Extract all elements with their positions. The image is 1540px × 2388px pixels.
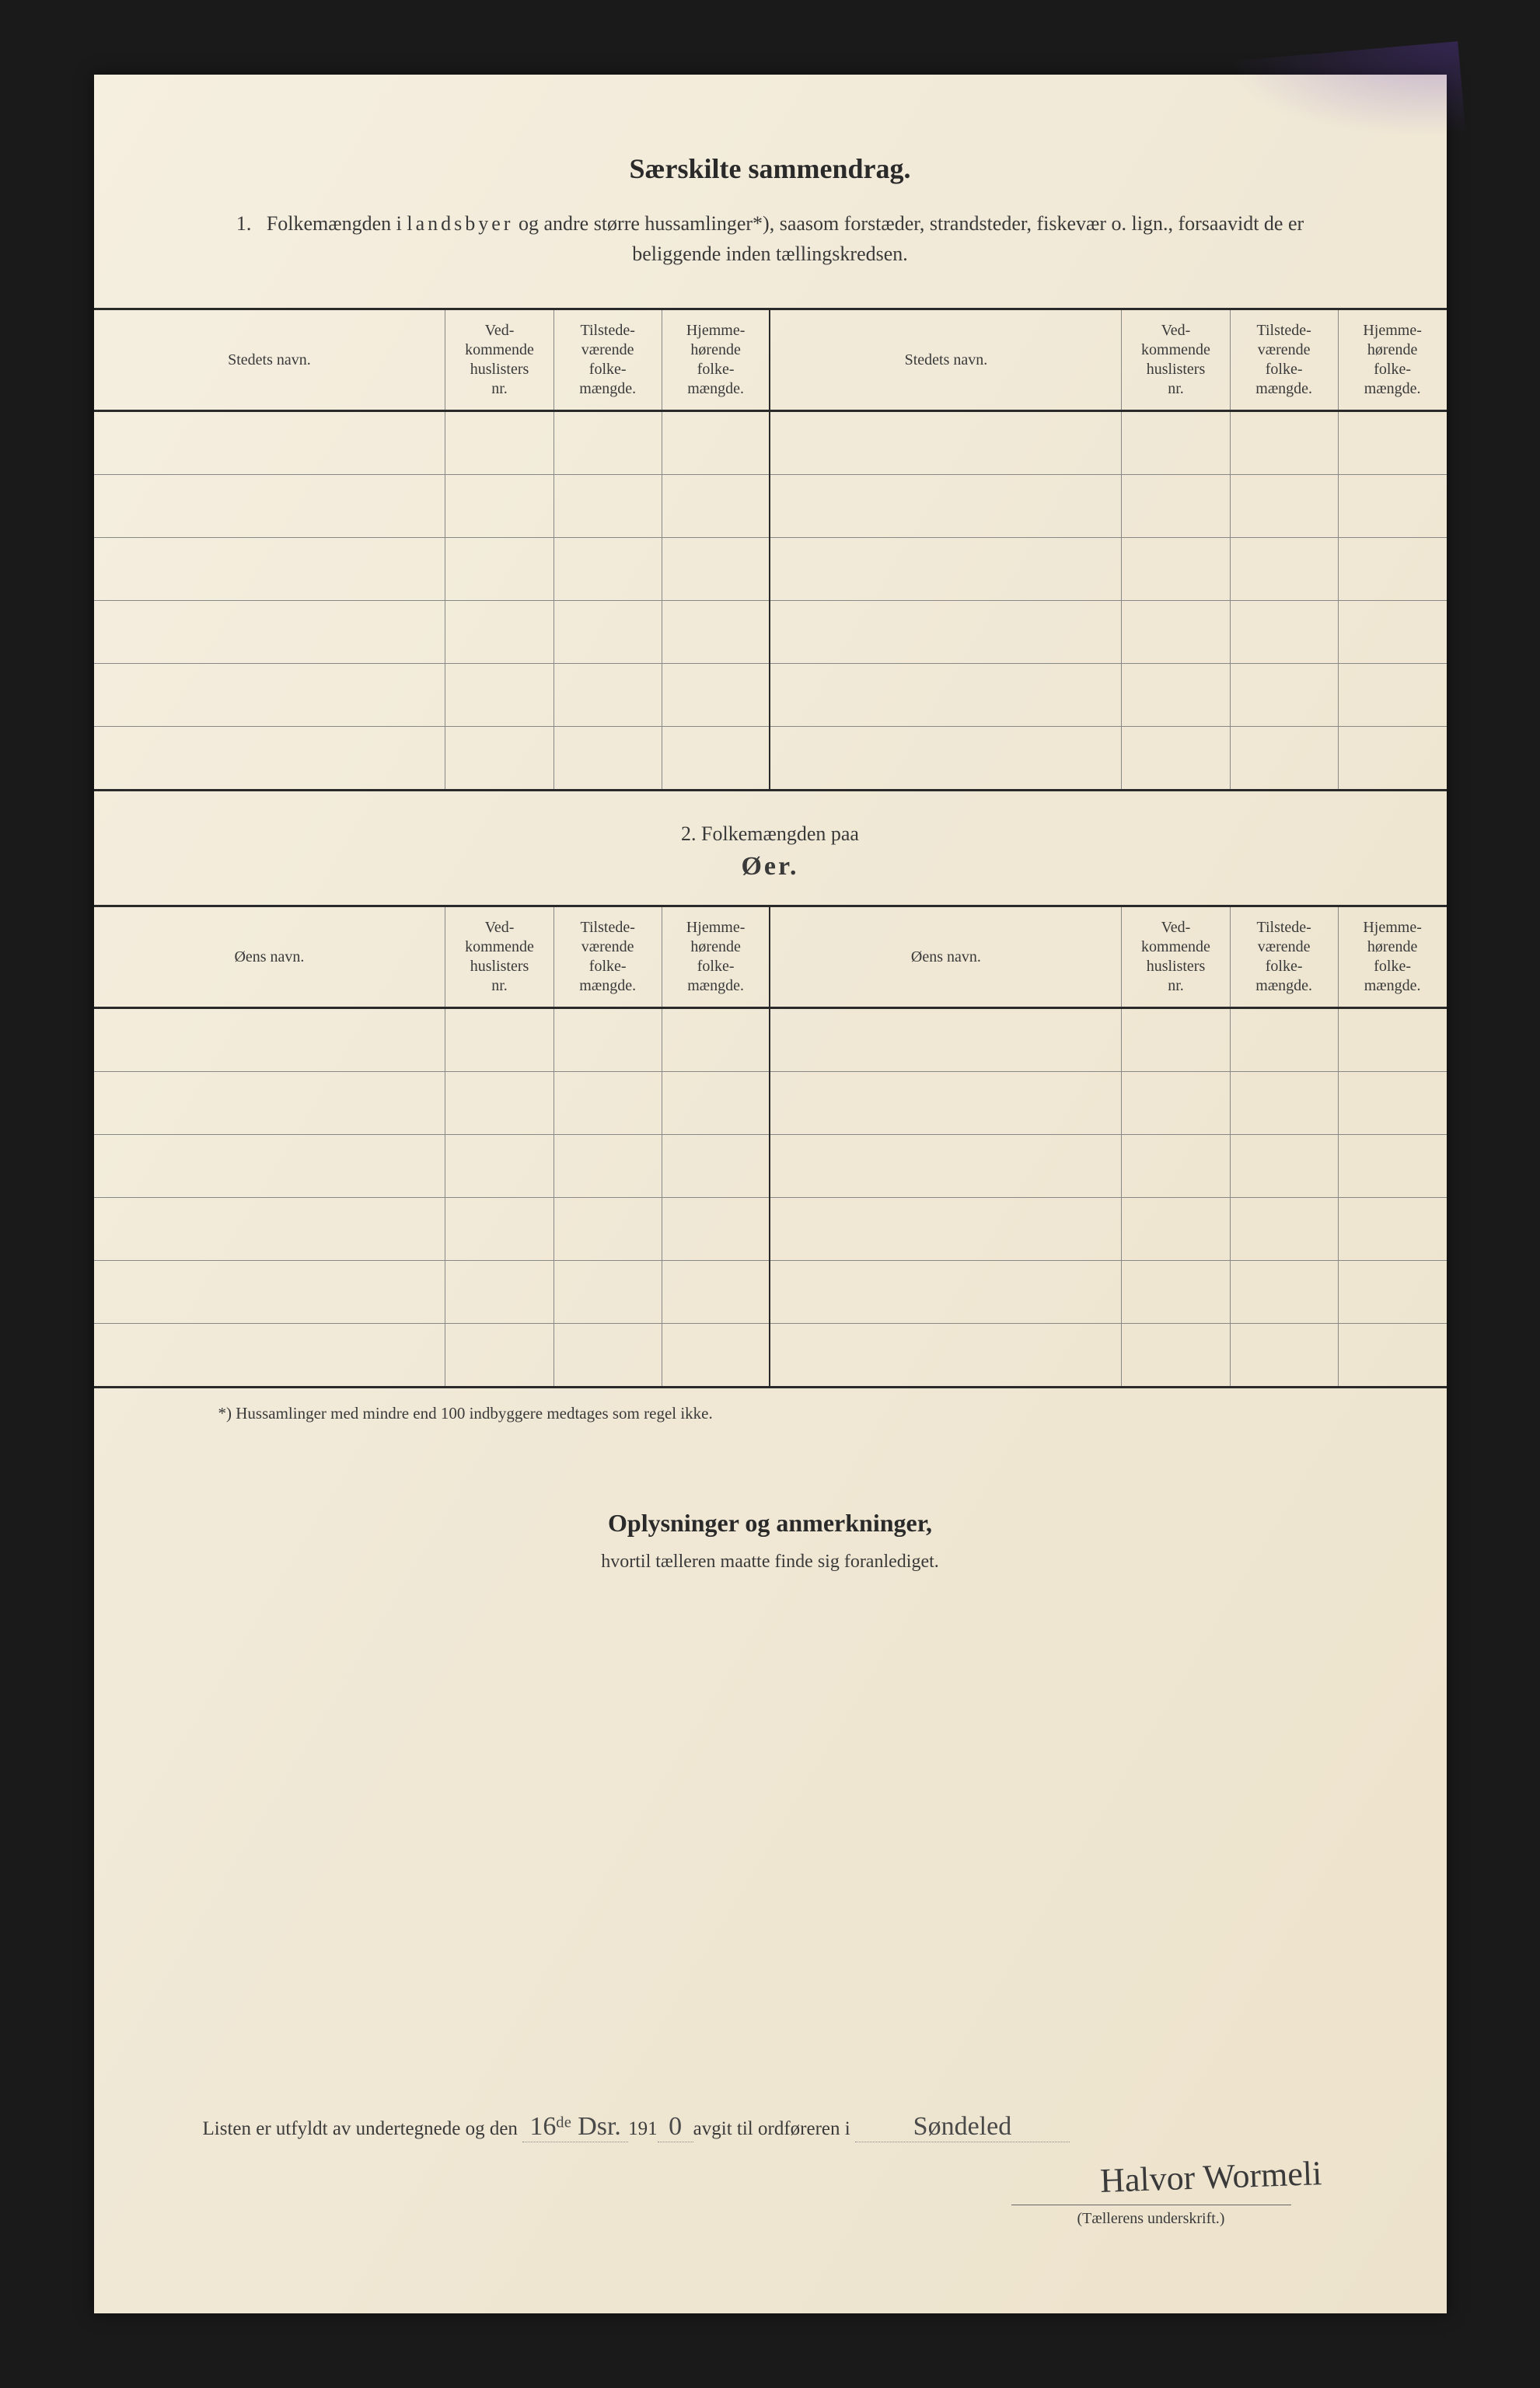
- col-huslisters-left: Ved-kommendehuslistersnr.: [445, 309, 553, 411]
- table-row: [94, 1135, 1447, 1198]
- counter-signature: Halvor Wormeli: [1099, 2153, 1322, 2201]
- table-oer: Øens navn. Ved-kommendehuslistersnr. Til…: [94, 905, 1447, 1388]
- col-tilstede-left: Tilstede-værendefolke-mængde.: [553, 906, 662, 1008]
- table-row: [94, 1261, 1447, 1324]
- table-row: [94, 601, 1447, 664]
- intro-number: 1.: [236, 212, 252, 235]
- intro-spaced-word: landsbyer: [407, 212, 513, 235]
- col-tilstede-right: Tilstede-værendefolke-mængde.: [1230, 906, 1338, 1008]
- sig-mid2: avgit til ordføreren i: [693, 2118, 850, 2140]
- col-hjemme-left: Hjemme-hørendefolke-mængde.: [662, 309, 770, 411]
- table-landsbyer: Stedets navn. Ved-kommendehuslistersnr. …: [94, 308, 1447, 791]
- sig-mid1: 191: [628, 2118, 658, 2140]
- col-hjemme-left: Hjemme-hørendefolke-mængde.: [662, 906, 770, 1008]
- table2-header-row: Øens navn. Ved-kommendehuslistersnr. Til…: [94, 906, 1447, 1008]
- table-row: [94, 727, 1447, 791]
- table-row: [94, 1072, 1447, 1135]
- sig-year-handwritten: 0: [658, 2112, 693, 2142]
- purple-ink-smudge: [1225, 41, 1465, 155]
- table-row: [94, 1324, 1447, 1388]
- col-stedets-navn-left: Stedets navn.: [94, 309, 445, 411]
- sig-prefix: Listen er utfyldt av undertegnede og den: [203, 2118, 518, 2140]
- table-row: [94, 664, 1447, 727]
- col-tilstede-left: Tilstede-værendefolke-mængde.: [553, 309, 662, 411]
- signature-area: Listen er utfyldt av undertegnede og den…: [94, 2112, 1447, 2142]
- sig-place-handwritten: Søndeled: [855, 2112, 1070, 2142]
- signature-caption: (Tællerens underskrift.): [1011, 2205, 1291, 2228]
- census-form-page: Særskilte sammendrag. 1. Folkemængden i …: [94, 75, 1447, 2313]
- intro-rest: og andre større hussamlinger*), saasom f…: [513, 212, 1304, 265]
- col-stedets-navn-right: Stedets navn.: [770, 309, 1121, 411]
- intro-prefix: Folkemængden i: [267, 212, 407, 235]
- col-hjemme-right: Hjemme-hørendefolke-mængde.: [1338, 906, 1446, 1008]
- col-huslisters-left: Ved-kommendehuslistersnr.: [445, 906, 553, 1008]
- col-oens-navn-right: Øens navn.: [770, 906, 1121, 1008]
- notes-title: Oplysninger og anmerkninger,: [94, 1509, 1447, 1538]
- footnote: *) Hussamlinger med mindre end 100 indby…: [218, 1404, 1447, 1423]
- table-row: [94, 475, 1447, 538]
- table-row: [94, 538, 1447, 601]
- section2-title-oer: Øer.: [94, 852, 1447, 882]
- table1-header-row: Stedets navn. Ved-kommendehuslistersnr. …: [94, 309, 1447, 411]
- col-tilstede-right: Tilstede-værendefolke-mængde.: [1230, 309, 1338, 411]
- col-huslisters-right: Ved-kommendehuslistersnr.: [1122, 906, 1230, 1008]
- section1-intro: 1. Folkemængden i landsbyer og andre stø…: [203, 208, 1338, 269]
- col-huslisters-right: Ved-kommendehuslistersnr.: [1122, 309, 1230, 411]
- table-row: [94, 1198, 1447, 1261]
- sig-date-handwritten: 16ᵈᵉ Dsr.: [522, 2112, 628, 2142]
- col-oens-navn-left: Øens navn.: [94, 906, 445, 1008]
- section2-header: 2. Folkemængden paa Øer.: [94, 822, 1447, 882]
- col-hjemme-right: Hjemme-hørendefolke-mængde.: [1338, 309, 1446, 411]
- table-row: [94, 411, 1447, 475]
- main-title: Særskilte sammendrag.: [94, 152, 1447, 185]
- table-row: [94, 1008, 1447, 1072]
- notes-subtitle: hvortil tælleren maatte finde sig foranl…: [94, 1552, 1447, 1573]
- section2-line1: 2. Folkemængden paa: [94, 822, 1447, 846]
- signature-declaration-line: Listen er utfyldt av undertegnede og den…: [203, 2112, 1338, 2142]
